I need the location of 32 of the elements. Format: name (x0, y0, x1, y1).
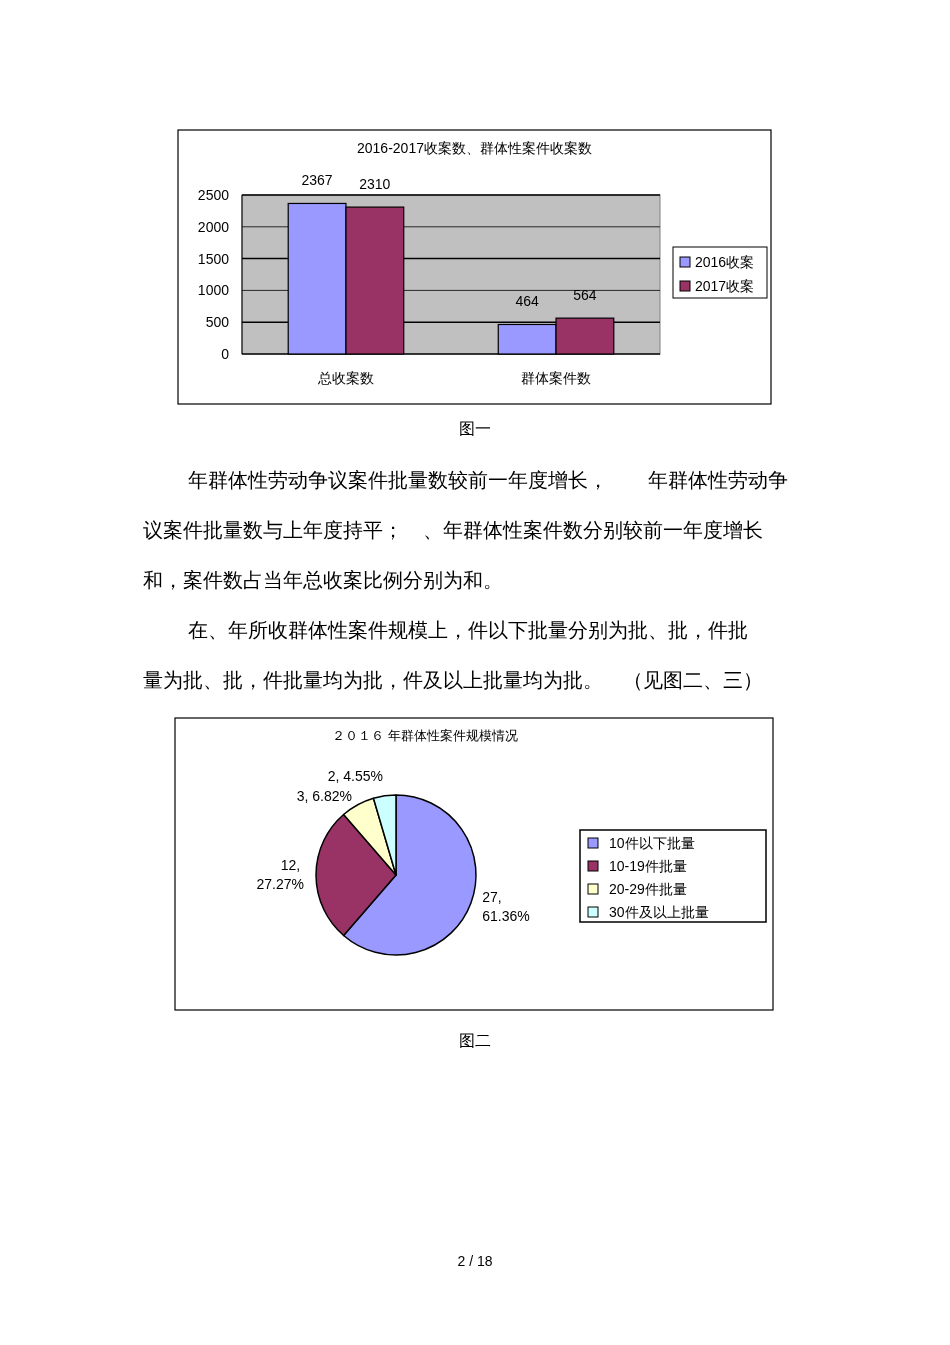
legend-label: 10-19件批量 (609, 858, 687, 874)
data-label: 27, 61.36% (482, 889, 530, 925)
legend-label: 20-29件批量 (609, 881, 687, 897)
text: 在、年所收群体性案件规模上，件以下批量分别为批、批，件批 (188, 619, 748, 641)
x-tick-label: 总收案数 (316, 370, 374, 386)
x-tick-label: 群体案件数 (521, 370, 592, 386)
text: 量为批、批，件批量均为批，件及以上批量均为批。 （见图二、三） (143, 669, 763, 691)
y-tick-label: 0 (221, 346, 230, 362)
data-label: 2310 (359, 176, 391, 193)
chart-title: 2016-2017收案数、群体性案件收案数 (357, 140, 592, 156)
data-label: 2367 (301, 172, 333, 189)
text: 议案件批量数与上年度持平； 、年群体性案件数分别较前一年度增长 (143, 519, 763, 541)
data-label: 2, 4.55% (327, 768, 383, 784)
legend-label: 2016收案 (695, 254, 755, 270)
data-label: 564 (573, 287, 597, 304)
data-label: 12, 27.27% (256, 857, 304, 892)
y-tick-label: 1000 (197, 282, 230, 299)
y-tick-label: 500 (205, 314, 230, 331)
data-label: 464 (515, 293, 540, 310)
text: 图一 (459, 420, 491, 437)
text: 图二 (459, 1032, 491, 1049)
text: 2 / 18 (457, 1253, 493, 1269)
y-tick-label: 2000 (197, 218, 230, 235)
y-tick-label: 2500 (197, 187, 230, 203)
text: 年群体性劳动争议案件批量数较前一年度增长， 年群体性劳动争 (188, 469, 788, 491)
legend-label: 30件及以上批量 (609, 904, 709, 920)
chart-title: ２０１６ 年群体性案件规模情况 (332, 728, 518, 743)
y-tick-label: 1500 (197, 250, 230, 267)
data-label: 3, 6.82% (296, 788, 352, 804)
legend-label: 2017收案 (695, 278, 755, 294)
text: 和，案件数占当年总收案比例分别为和。 (143, 569, 503, 591)
legend-label: 10件以下批量 (609, 835, 695, 851)
